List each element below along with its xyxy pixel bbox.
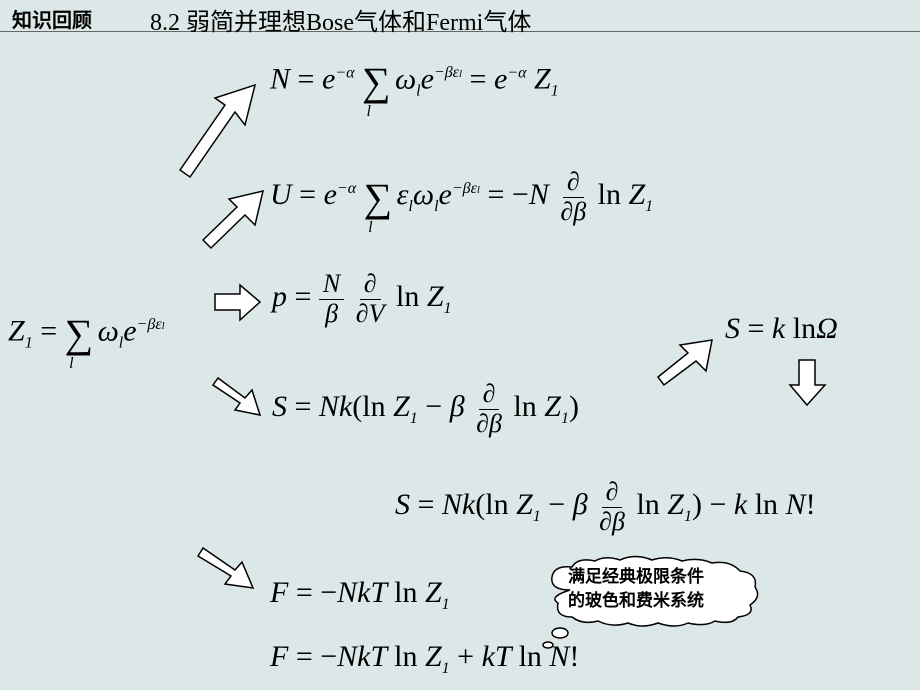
arrow-down-right-2 (195, 540, 265, 595)
cloud-line2: 的玻色和费米系统 (568, 591, 704, 610)
cloud-text: 满足经典极限条件 的玻色和费米系统 (568, 565, 704, 613)
eq-n: N = e−α ∑lωle−βεl = e−α Z1 (270, 58, 559, 105)
arrow-down-1 (785, 355, 830, 410)
eq-u: U = e−α ∑lεlωle−βεl = −N ∂∂β ln Z1 (270, 168, 653, 226)
cloud-callout: 满足经典极限条件 的玻色和费米系统 (540, 555, 770, 625)
eq-s1: S = Nk(ln Z1 − β ∂∂β ln Z1) (272, 380, 579, 438)
eq-z1: Z1 = ∑lωle−βεl (8, 310, 165, 357)
header-title: 8.2 弱简并理想Bose气体和Fermi气体 (150, 2, 531, 37)
eq-s2: S = Nk(ln Z1 − β ∂∂β ln Z1) − k ln N! (395, 478, 816, 536)
arrow-up-right-2 (195, 185, 270, 255)
arrow-up-right-1 (170, 75, 260, 185)
eq-f2: F = −NkT ln Z1 + kT ln N! (270, 640, 579, 678)
header-bar: 知识回顾 8.2 弱简并理想Bose气体和Fermi气体 (0, 0, 920, 32)
arrow-up-right-3 (650, 335, 720, 390)
eq-sklnomega: S = k lnΩ (725, 312, 838, 346)
cloud-line1: 满足经典极限条件 (568, 567, 704, 586)
eq-f1: F = −NkT ln Z1 (270, 576, 450, 614)
arrow-down-right-1 (210, 370, 270, 420)
arrow-right-1 (210, 280, 265, 325)
header-left-label: 知识回顾 (12, 4, 92, 33)
eq-p: p = Nβ ∂∂V ln Z1 (272, 270, 452, 328)
